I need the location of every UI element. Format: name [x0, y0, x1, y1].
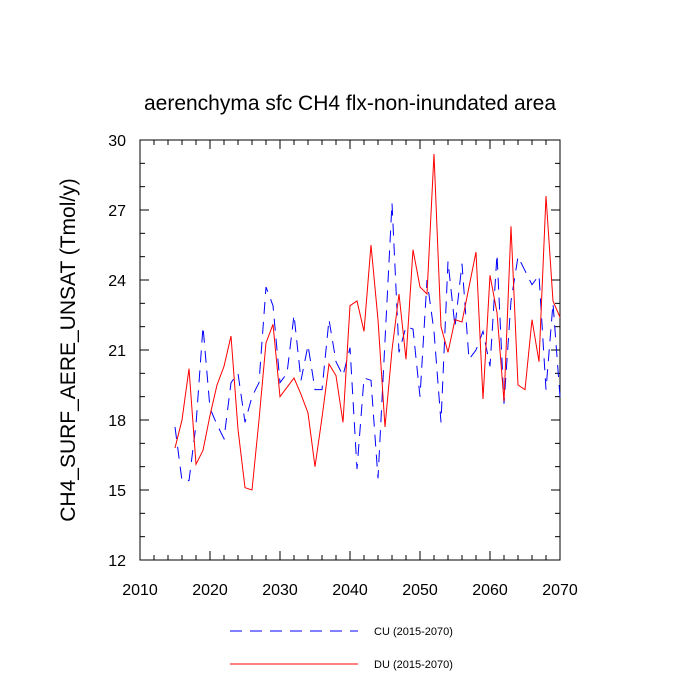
series-line-du [174, 153, 561, 491]
x-tick-label: 2050 [402, 582, 438, 599]
x-tick-label: 2070 [542, 582, 578, 599]
y-tick-label: 18 [108, 413, 126, 430]
y-tick-label: 21 [108, 343, 126, 360]
major-ticks [139, 139, 561, 561]
y-tick-label: 12 [108, 553, 126, 570]
series-layer [174, 153, 561, 491]
minor-ticks [140, 140, 560, 560]
y-tick-label: 30 [108, 133, 126, 150]
x-tick-label: 2020 [192, 582, 228, 599]
legend-label-du: DU (2015-2070) [374, 659, 453, 671]
chart-title: aerenchyma sfc CH4 flx-non-inundated are… [144, 92, 556, 115]
x-tick-labels: 2010 2020 2030 2040 2050 2060 2070 [122, 582, 578, 599]
series-line-cu [174, 202, 561, 482]
x-tick-label: 2030 [262, 582, 298, 599]
series-points-cu [175, 203, 560, 481]
x-tick-label: 2060 [472, 582, 508, 599]
y-tick-label: 24 [108, 273, 126, 290]
legend: CU (2015-2070) DU (2015-2070) [230, 626, 453, 671]
y-axis-label: CH4_SURF_AERE_UNSAT (Tmol/y) [57, 178, 80, 521]
y-tick-label: 15 [108, 483, 126, 500]
x-tick-label: 2010 [122, 582, 158, 599]
y-tick-labels: 12 15 18 21 24 27 30 [108, 133, 126, 570]
x-tick-label: 2040 [332, 582, 368, 599]
y-tick-label: 27 [108, 203, 126, 220]
series-points-du [175, 154, 560, 490]
legend-label-cu: CU (2015-2070) [374, 626, 453, 638]
